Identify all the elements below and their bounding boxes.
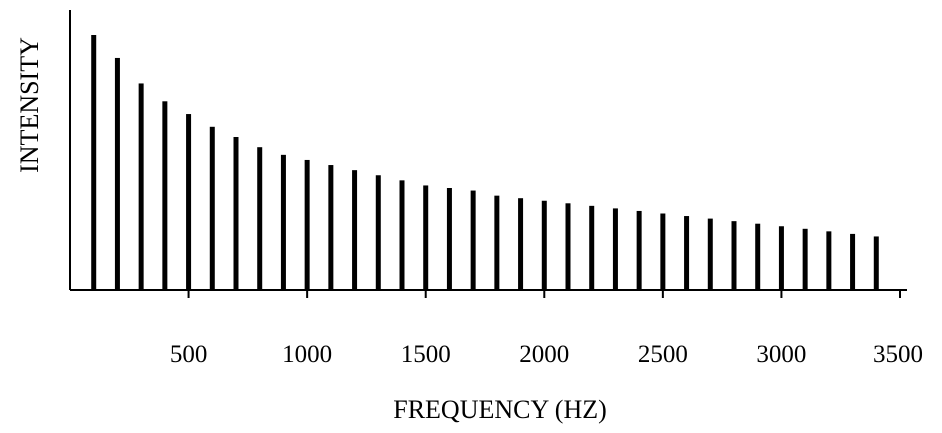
bar-2000hz bbox=[541, 200, 547, 290]
bar-1900hz bbox=[518, 198, 524, 290]
bar-2100hz bbox=[565, 203, 571, 290]
bar-1800hz bbox=[494, 195, 500, 290]
bar-3300hz bbox=[850, 233, 856, 290]
bar-3200hz bbox=[826, 231, 832, 290]
bar-700hz bbox=[233, 137, 239, 290]
bar-2500hz bbox=[660, 213, 666, 290]
bar-1000hz bbox=[304, 159, 310, 290]
bar-1100hz bbox=[328, 165, 334, 290]
bar-900hz bbox=[280, 154, 286, 290]
bar-1400hz bbox=[399, 180, 405, 290]
bar-300hz bbox=[138, 83, 144, 290]
x-ticks-group: 500 1000 1500 2000 2500 3000 3500 bbox=[170, 290, 923, 368]
bar-100hz bbox=[91, 35, 97, 290]
bar-800hz bbox=[257, 147, 263, 290]
bar-1500hz bbox=[423, 185, 429, 290]
x-tick-label-2000: 2000 bbox=[519, 341, 569, 368]
bar-2600hz bbox=[684, 216, 690, 290]
bar-1700hz bbox=[470, 190, 476, 290]
bar-2900hz bbox=[755, 223, 761, 290]
bar-3000hz bbox=[778, 226, 784, 290]
x-tick-label-3500: 3500 bbox=[873, 341, 923, 368]
bar-1200hz bbox=[352, 170, 358, 290]
bar-500hz bbox=[186, 114, 192, 290]
x-tick-label-1000: 1000 bbox=[282, 341, 332, 368]
bar-2200hz bbox=[589, 205, 595, 290]
bar-2800hz bbox=[731, 221, 737, 290]
x-tick-label-1500: 1500 bbox=[401, 341, 451, 368]
bar-3400hz bbox=[873, 236, 879, 290]
x-tick-label-3000: 3000 bbox=[756, 341, 806, 368]
bar-2300hz bbox=[612, 208, 618, 290]
bar-2700hz bbox=[707, 218, 713, 290]
bar-1600hz bbox=[446, 188, 452, 290]
bars-group bbox=[91, 35, 879, 291]
x-axis-label: FREQUENCY (HZ) bbox=[393, 395, 607, 424]
x-tick-label-2500: 2500 bbox=[638, 341, 688, 368]
bar-600hz bbox=[209, 126, 215, 290]
bar-2400hz bbox=[636, 210, 642, 290]
y-axis-label: INTENSITY bbox=[15, 37, 44, 173]
bar-3100hz bbox=[802, 228, 808, 290]
bar-1300hz bbox=[375, 175, 381, 290]
x-tick-label-500: 500 bbox=[170, 341, 208, 368]
bar-200hz bbox=[114, 57, 120, 291]
bar-400hz bbox=[162, 101, 168, 290]
